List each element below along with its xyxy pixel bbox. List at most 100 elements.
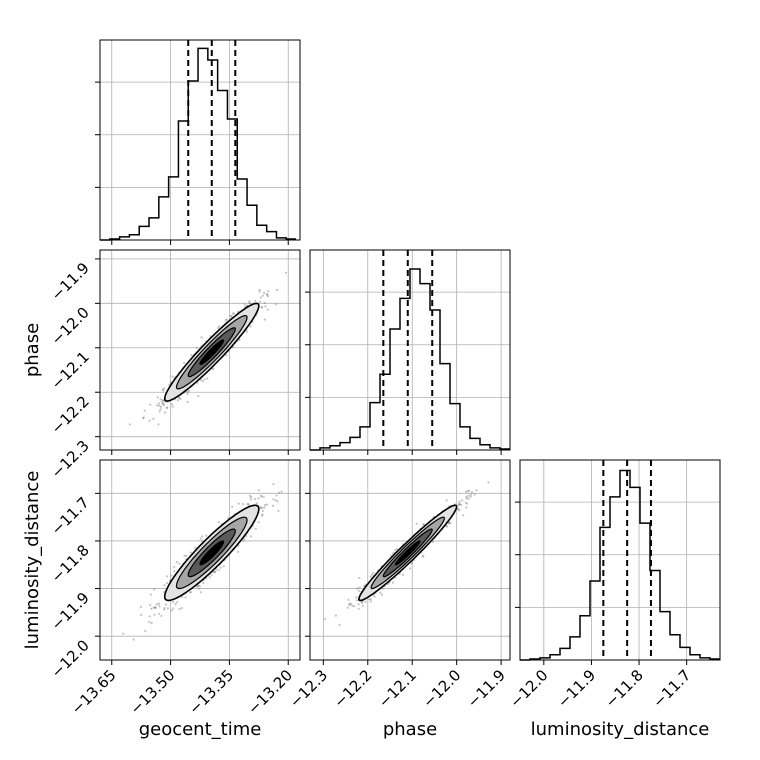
scatter-point [172,600,175,604]
scatter-point [431,540,434,544]
scatter-point [184,596,187,599]
scatter-point [162,403,165,407]
scatter-point [265,293,268,296]
scatter-point [161,399,164,402]
scatter-point [465,497,468,500]
scatter-point [473,493,476,496]
scatter-point [357,607,360,610]
scatter-point [272,498,275,501]
scatter-point [172,607,175,610]
scatter-point [152,417,155,420]
scatter-point [274,303,277,306]
scatter-point [272,483,275,486]
scatter-point [382,587,385,590]
scatter-point [243,303,246,306]
scatter-point [153,588,156,591]
scatter-point [165,406,168,409]
scatter-point [183,361,186,364]
scatter-point [263,504,267,507]
scatter-point [217,569,220,572]
y-axis-label: luminosity_distance [22,471,43,650]
scatter-point [370,573,374,576]
scatter-point [261,506,264,509]
scatter-point [178,608,181,611]
scatter-point [161,388,164,391]
scatter-point [248,302,251,305]
scatter-point [445,499,448,502]
scatter-point [249,498,252,501]
scatter-point [361,604,364,607]
scatter-point [213,570,216,573]
scatter-point [162,403,165,406]
x-tick-label: −11.8 [602,666,647,711]
scatter-point [276,500,279,503]
scatter-point [190,354,193,357]
scatter-point [355,596,358,599]
scatter-point [456,508,459,511]
scatter-point [157,423,160,426]
scatter-point [159,398,162,401]
scatter-point [254,527,257,530]
scatter-point [198,587,201,590]
scatter-point [465,495,468,498]
scatter-point [356,587,359,590]
scatter-point [258,300,261,303]
scatter-point [358,576,361,580]
scatter-point [373,595,376,598]
scatter-point [249,325,252,328]
x-tick-label: −13.35 [185,666,237,718]
scatter-point [188,389,191,392]
scatter-point [391,581,394,584]
x-tick-label: −13.20 [244,666,296,718]
scatter-point [215,568,218,571]
scatter-point [258,290,261,293]
contour-level [199,540,225,566]
scatter-point [249,494,252,497]
scatter-point [163,606,166,610]
axes-frame [99,249,301,451]
scatter-point [277,509,280,513]
scatter-point [186,400,189,404]
axes-frame [99,459,301,661]
scatter-point [205,534,208,537]
scatter-point [259,296,262,299]
scatter-point [158,612,161,615]
scatter-point [263,318,266,321]
scatter-point [458,500,461,503]
scatter-point [466,502,469,505]
scatter-point [357,603,360,606]
scatter-point [338,623,341,627]
histogram-step [310,268,510,451]
scatter-point [153,613,156,616]
scatter-point [159,408,162,411]
scatter-point [347,598,350,602]
scatter-point [194,546,197,549]
scatter-point [237,502,240,505]
x-tick-label: −13.65 [68,666,120,718]
scatter-point [170,403,173,406]
scatter-point [348,602,351,605]
scatter-point [231,312,234,315]
scatter-point [457,503,460,506]
scatter-point [422,523,425,526]
scatter-point [257,489,260,492]
x-tick-label: −12.3 [286,666,331,711]
scatter-point [264,305,267,308]
y-tick-label: −12.2 [48,392,93,437]
scatter-point [475,489,478,492]
scatter-point [148,419,151,422]
scatter-point [467,497,470,501]
scatter-point [162,389,165,392]
scatter-point [212,571,215,574]
scatter-point [260,306,263,309]
scatter-point [395,547,399,550]
scatter-point [175,561,178,564]
scatter-point [274,499,277,502]
scatter-point [158,605,161,608]
scatter-point [195,346,198,349]
scatter-point [467,494,470,497]
scatter-point [222,565,225,568]
scatter-point [447,522,450,525]
scatter-point [260,494,263,497]
scatter-point [154,606,157,609]
